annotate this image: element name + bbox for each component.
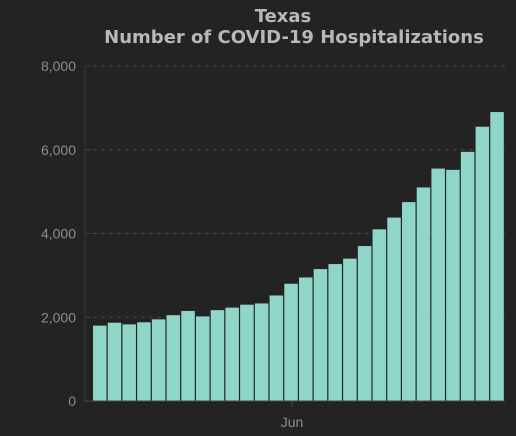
bar — [372, 229, 387, 401]
bar — [93, 325, 107, 402]
bar — [107, 322, 122, 401]
bar — [151, 319, 166, 401]
bar — [166, 315, 181, 401]
bars — [93, 112, 504, 402]
bar — [225, 307, 239, 401]
bar — [490, 112, 504, 401]
y-axis: 0 2,000 4,000 6,000 8,000 — [41, 58, 91, 409]
y-tick-label: 8,000 — [41, 58, 76, 74]
y-tick-label: 2,000 — [41, 309, 76, 325]
bar — [299, 277, 313, 401]
bar — [313, 269, 328, 401]
bar — [122, 324, 136, 401]
bar — [387, 217, 401, 401]
bar — [328, 264, 342, 401]
bar — [254, 303, 269, 401]
x-tick-label-jun: Jun — [281, 414, 304, 430]
bar — [181, 310, 195, 401]
bar — [402, 202, 416, 401]
bar — [284, 283, 298, 401]
chart-title: Texas — [255, 6, 312, 27]
chart-subtitle: Number of COVID-19 Hospitalizations — [104, 27, 484, 48]
bar — [210, 310, 225, 401]
bar — [431, 168, 445, 401]
bar — [446, 169, 460, 401]
bar — [343, 258, 357, 402]
bar — [416, 187, 431, 401]
bar — [269, 295, 284, 401]
y-tick-label: 6,000 — [41, 142, 76, 158]
bar — [196, 316, 210, 401]
y-tick-label: 0 — [68, 393, 76, 409]
bar — [460, 151, 475, 401]
bar — [475, 126, 490, 401]
bar — [240, 304, 254, 401]
bar — [137, 322, 151, 401]
y-tick-label: 4,000 — [41, 226, 76, 242]
bar — [357, 246, 372, 401]
